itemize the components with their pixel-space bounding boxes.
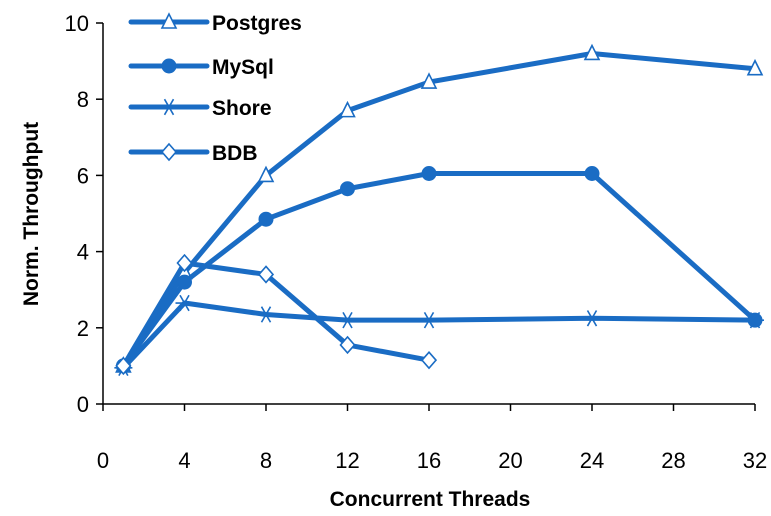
circle-marker bbox=[177, 274, 192, 290]
circle-marker bbox=[161, 58, 177, 74]
asterisk-marker bbox=[420, 311, 438, 329]
circle-marker bbox=[584, 165, 600, 181]
x-tick-label: 32 bbox=[743, 448, 767, 473]
x-tick-label: 20 bbox=[498, 448, 522, 473]
legend-item: BDB bbox=[128, 142, 258, 165]
triangle-marker bbox=[257, 165, 275, 183]
asterisk-marker bbox=[746, 311, 764, 329]
x-tick-label: 4 bbox=[178, 448, 190, 473]
legend-label: BDB bbox=[212, 142, 258, 165]
diamond-marker bbox=[160, 142, 178, 162]
y-tick-label: 6 bbox=[77, 163, 89, 188]
legend-item: Postgres bbox=[128, 12, 302, 35]
legend-label: MySql bbox=[212, 56, 274, 79]
asterisk-marker bbox=[175, 294, 194, 312]
triangle-marker bbox=[339, 100, 356, 118]
diamond-marker bbox=[420, 350, 438, 370]
y-tick-label: 4 bbox=[77, 240, 89, 265]
triangle-marker bbox=[746, 58, 764, 76]
asterisk-marker bbox=[583, 310, 601, 327]
circle-marker bbox=[421, 165, 437, 181]
x-tick-label: 28 bbox=[661, 448, 685, 473]
x-tick-label: 24 bbox=[580, 448, 604, 473]
triangle-marker bbox=[583, 43, 601, 61]
triangle-marker bbox=[420, 72, 438, 89]
asterisk-marker bbox=[338, 311, 357, 329]
y-tick-label: 8 bbox=[77, 87, 89, 112]
y-axis-title: Norm. Throughput bbox=[20, 122, 43, 306]
y-tick-label: 10 bbox=[65, 11, 89, 36]
diamond-marker bbox=[257, 265, 275, 284]
series-postgres bbox=[115, 43, 764, 373]
x-tick-label: 16 bbox=[417, 448, 441, 473]
circle-marker bbox=[258, 211, 274, 227]
legend-item: MySql bbox=[128, 56, 274, 79]
y-tick-label: 0 bbox=[77, 392, 89, 417]
legend-label: Shore bbox=[212, 97, 272, 120]
diamond-marker bbox=[339, 335, 356, 355]
series-shore bbox=[114, 294, 764, 376]
asterisk-marker bbox=[160, 98, 178, 116]
x-tick-label: 8 bbox=[260, 448, 272, 473]
x-tick-label: 12 bbox=[335, 448, 359, 473]
triangle-marker bbox=[160, 12, 178, 29]
x-axis-title: Concurrent Threads bbox=[330, 488, 531, 511]
x-tick-label: 0 bbox=[97, 448, 109, 473]
legend-label: Postgres bbox=[212, 12, 302, 35]
series-lines bbox=[114, 43, 764, 376]
legend: Postgres MySql Shore BDB bbox=[128, 12, 302, 165]
legend-item: Shore bbox=[128, 97, 272, 120]
series-mysql bbox=[115, 165, 763, 374]
circle-marker bbox=[340, 181, 355, 197]
series-line bbox=[120, 300, 758, 371]
asterisk-marker bbox=[257, 306, 275, 323]
y-tick-label: 2 bbox=[77, 316, 89, 341]
series-bdb bbox=[115, 253, 438, 376]
diamond-marker bbox=[115, 356, 132, 376]
diamond-marker bbox=[176, 253, 193, 273]
